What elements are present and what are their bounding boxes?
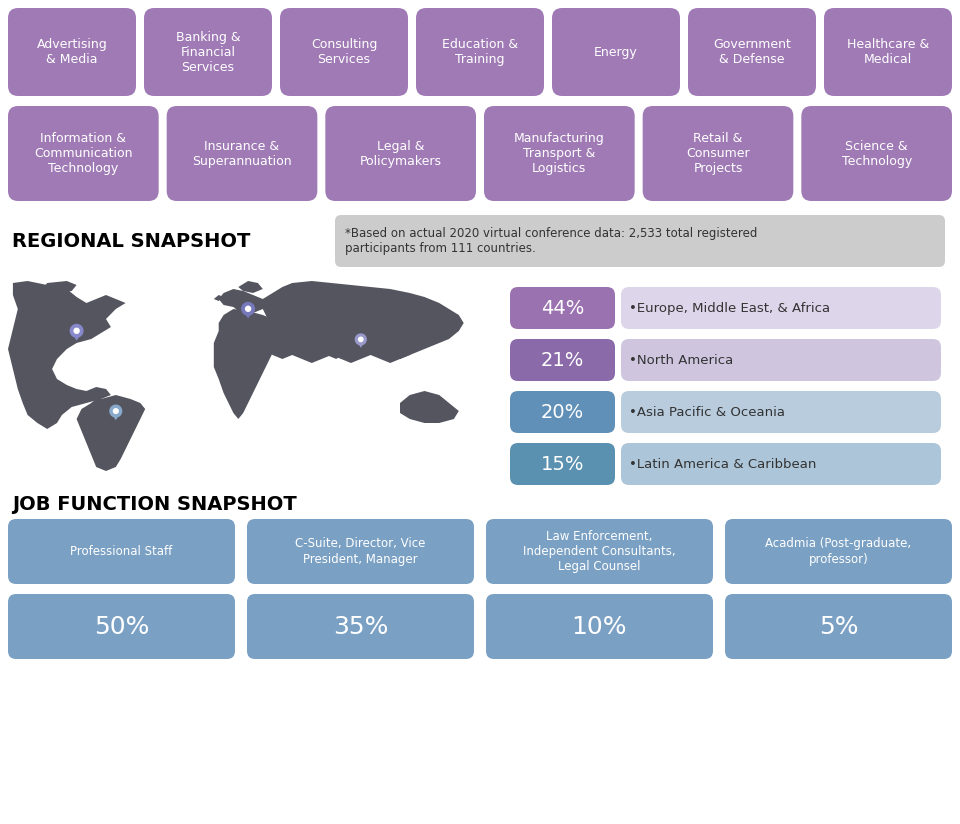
Text: 50%: 50%	[94, 615, 149, 639]
Text: Retail &
Consumer
Projects: Retail & Consumer Projects	[686, 132, 750, 175]
Text: Advertising
& Media: Advertising & Media	[36, 38, 108, 66]
Text: Insurance &
Superannuation: Insurance & Superannuation	[192, 139, 292, 167]
Circle shape	[355, 334, 366, 344]
Text: 21%: 21%	[540, 350, 585, 369]
Text: •Europe, Middle East, & Africa: •Europe, Middle East, & Africa	[629, 302, 830, 315]
FancyBboxPatch shape	[247, 519, 474, 584]
Polygon shape	[42, 281, 77, 293]
Text: Manufacturing
Transport &
Logistics: Manufacturing Transport & Logistics	[514, 132, 605, 175]
FancyBboxPatch shape	[144, 8, 272, 96]
Polygon shape	[219, 289, 268, 315]
Text: 35%: 35%	[333, 615, 388, 639]
Circle shape	[246, 307, 251, 311]
Text: 15%: 15%	[540, 455, 585, 474]
FancyBboxPatch shape	[280, 8, 408, 96]
Polygon shape	[238, 281, 263, 293]
FancyBboxPatch shape	[8, 519, 235, 584]
FancyBboxPatch shape	[8, 594, 235, 659]
FancyBboxPatch shape	[824, 8, 952, 96]
Circle shape	[359, 337, 363, 342]
FancyBboxPatch shape	[484, 106, 635, 201]
Text: Science &
Technology: Science & Technology	[842, 139, 912, 167]
FancyBboxPatch shape	[552, 8, 680, 96]
Polygon shape	[277, 319, 312, 347]
FancyBboxPatch shape	[510, 443, 615, 485]
Text: Education &
Training: Education & Training	[442, 38, 518, 66]
Polygon shape	[322, 331, 356, 359]
Polygon shape	[355, 339, 366, 348]
FancyBboxPatch shape	[335, 215, 945, 267]
Text: •Asia Pacific & Oceania: •Asia Pacific & Oceania	[629, 405, 785, 419]
Polygon shape	[110, 411, 122, 420]
FancyBboxPatch shape	[486, 594, 713, 659]
Circle shape	[70, 325, 83, 337]
Text: Information &
Communication
Technology: Information & Communication Technology	[35, 132, 132, 175]
FancyBboxPatch shape	[621, 287, 941, 329]
Text: 44%: 44%	[540, 298, 585, 317]
Polygon shape	[8, 281, 126, 429]
FancyBboxPatch shape	[725, 519, 952, 584]
Text: Consulting
Services: Consulting Services	[311, 38, 377, 66]
Text: Banking &
Financial
Services: Banking & Financial Services	[176, 30, 240, 73]
Polygon shape	[434, 309, 444, 321]
Polygon shape	[70, 330, 83, 340]
FancyBboxPatch shape	[167, 106, 318, 201]
Polygon shape	[242, 309, 254, 319]
FancyBboxPatch shape	[486, 519, 713, 584]
Polygon shape	[77, 395, 145, 471]
FancyBboxPatch shape	[688, 8, 816, 96]
Circle shape	[110, 405, 122, 417]
Circle shape	[242, 302, 254, 315]
Text: •Latin America & Caribbean: •Latin America & Caribbean	[629, 457, 816, 471]
Text: Legal &
Policymakers: Legal & Policymakers	[360, 139, 442, 167]
Text: JOB FUNCTION SNAPSHOT: JOB FUNCTION SNAPSHOT	[12, 495, 297, 514]
Polygon shape	[91, 399, 116, 413]
Text: Acadmia (Post-graduate,
professor): Acadmia (Post-graduate, professor)	[765, 537, 912, 565]
FancyBboxPatch shape	[247, 594, 474, 659]
FancyBboxPatch shape	[621, 391, 941, 433]
Polygon shape	[385, 335, 415, 359]
Text: 20%: 20%	[540, 402, 584, 422]
FancyBboxPatch shape	[325, 106, 476, 201]
Circle shape	[74, 328, 79, 334]
Text: Law Enforcement,
Independent Consultants,
Legal Counsel: Law Enforcement, Independent Consultants…	[523, 530, 676, 573]
FancyBboxPatch shape	[8, 106, 158, 201]
FancyBboxPatch shape	[510, 287, 615, 329]
Text: Professional Staff: Professional Staff	[70, 545, 173, 558]
Text: 10%: 10%	[572, 615, 627, 639]
Polygon shape	[263, 281, 464, 363]
FancyBboxPatch shape	[416, 8, 544, 96]
Polygon shape	[214, 309, 277, 419]
FancyBboxPatch shape	[621, 443, 941, 485]
Text: C-Suite, Director, Vice
President, Manager: C-Suite, Director, Vice President, Manag…	[296, 537, 425, 565]
Text: Healthcare &
Medical: Healthcare & Medical	[847, 38, 929, 66]
FancyBboxPatch shape	[8, 8, 136, 96]
FancyBboxPatch shape	[621, 339, 941, 381]
FancyBboxPatch shape	[725, 594, 952, 659]
Text: •North America: •North America	[629, 353, 733, 367]
Text: Energy: Energy	[594, 45, 637, 59]
FancyBboxPatch shape	[802, 106, 952, 201]
FancyBboxPatch shape	[510, 391, 615, 433]
FancyBboxPatch shape	[642, 106, 793, 201]
Text: 5%: 5%	[819, 615, 858, 639]
Text: REGIONAL SNAPSHOT: REGIONAL SNAPSHOT	[12, 232, 251, 250]
Circle shape	[113, 409, 118, 414]
Text: Government
& Defense: Government & Defense	[713, 38, 791, 66]
Text: *Based on actual 2020 virtual conference data: 2,533 total registered
participan: *Based on actual 2020 virtual conference…	[345, 227, 757, 255]
Polygon shape	[214, 295, 224, 301]
FancyBboxPatch shape	[510, 339, 615, 381]
Polygon shape	[400, 391, 459, 423]
